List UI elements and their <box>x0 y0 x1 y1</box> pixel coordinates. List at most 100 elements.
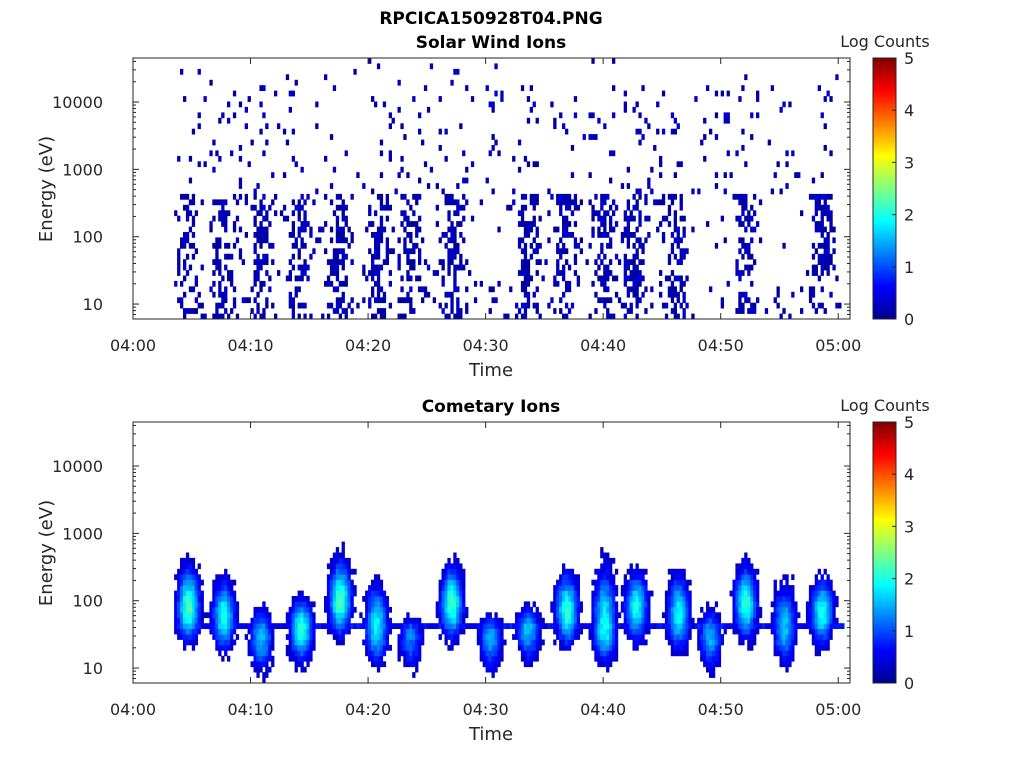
heatmap-cell <box>227 574 231 581</box>
heatmap-cell <box>805 623 810 629</box>
heatmap-cell <box>374 297 378 304</box>
heatmap-cell <box>447 590 451 597</box>
heatmap-cell <box>700 650 704 657</box>
heatmap-cell <box>294 291 298 298</box>
heatmap-cell <box>450 302 454 309</box>
heatmap-cell <box>453 264 457 271</box>
heatmap-cell <box>673 210 677 217</box>
heatmap-cell <box>773 650 777 657</box>
heatmap-cell <box>750 606 754 613</box>
heatmap-cell <box>682 585 686 591</box>
heatmap-cell <box>185 606 190 613</box>
heatmap-cell <box>435 183 439 189</box>
heatmap-cell <box>670 574 675 581</box>
heatmap-cell <box>594 606 598 613</box>
heatmap-cell <box>535 193 539 200</box>
heatmap-cell <box>177 155 181 162</box>
heatmap-cell <box>191 563 196 570</box>
heatmap-cell <box>606 644 610 651</box>
heatmap-cell <box>741 628 745 635</box>
heatmap-cell <box>594 623 598 629</box>
heatmap-cell <box>191 612 196 619</box>
heatmap-cell <box>491 134 495 140</box>
heatmap-cell <box>788 639 792 646</box>
heatmap-cell <box>244 123 248 130</box>
heatmap-cell <box>418 248 422 255</box>
heatmap-cell <box>570 210 575 217</box>
heatmap-cell <box>268 612 272 619</box>
heatmap-cell <box>606 552 610 559</box>
heatmap-cell <box>576 590 580 597</box>
heatmap-cell <box>788 623 792 629</box>
heatmap-cell <box>259 128 263 135</box>
heatmap-cell <box>453 232 457 238</box>
heatmap-cell <box>338 568 342 575</box>
heatmap-cell <box>820 226 824 233</box>
heatmap-cell <box>456 199 460 206</box>
heatmap-cell <box>303 634 307 640</box>
heatmap-cell <box>177 623 181 629</box>
heatmap-cell <box>447 215 451 222</box>
heatmap-cell <box>379 634 384 640</box>
heatmap-cell <box>288 259 292 265</box>
heatmap-cell <box>620 237 625 244</box>
heatmap-cell <box>679 193 683 200</box>
heatmap-cell <box>709 634 713 640</box>
heatmap-cell <box>435 606 439 613</box>
heatmap-cell <box>183 639 187 646</box>
y-tick-label: 1000 <box>62 160 103 179</box>
heatmap-cell <box>194 210 198 217</box>
heatmap-cell <box>232 302 237 309</box>
heatmap-cell <box>814 226 818 233</box>
heatmap-cell <box>338 596 342 602</box>
heatmap-cell <box>412 628 416 635</box>
heatmap-cell <box>820 264 824 271</box>
heatmap-cell <box>732 590 736 597</box>
heatmap-cell <box>288 90 292 97</box>
heatmap-cell <box>329 606 334 613</box>
heatmap-cell <box>447 568 451 575</box>
heatmap-cell <box>309 623 313 629</box>
heatmap-cell <box>823 601 827 608</box>
heatmap-cell <box>324 623 328 629</box>
heatmap-cell <box>371 253 375 260</box>
heatmap-cell <box>376 232 381 238</box>
heatmap-cell <box>735 563 739 570</box>
heatmap-cell <box>559 112 563 119</box>
heatmap-cell <box>329 270 334 276</box>
heatmap-cell <box>453 634 457 640</box>
heatmap-cell <box>403 617 407 624</box>
heatmap-cell <box>567 199 572 206</box>
heatmap-cell <box>814 204 818 211</box>
heatmap-cell <box>456 612 460 619</box>
heatmap-cell <box>371 634 375 640</box>
heatmap-cell <box>641 275 645 282</box>
heatmap-cell <box>353 606 357 613</box>
heatmap-cell <box>371 596 375 602</box>
heatmap-cell <box>388 248 392 255</box>
heatmap-cell <box>594 259 598 265</box>
heatmap-cell <box>591 590 595 597</box>
heatmap-cell <box>776 596 780 602</box>
heatmap-cell <box>379 264 384 271</box>
heatmap-cell <box>312 639 316 646</box>
heatmap-cell <box>670 623 675 629</box>
heatmap-cell <box>553 117 557 124</box>
heatmap-cell <box>700 623 704 629</box>
heatmap-cell <box>218 210 222 217</box>
heatmap-cell <box>603 557 607 564</box>
heatmap-cell <box>291 596 295 602</box>
heatmap-cell <box>397 644 401 651</box>
heatmap-cell <box>188 579 193 586</box>
heatmap-cell <box>750 634 754 640</box>
heatmap-cell <box>294 242 298 249</box>
heatmap-cell <box>306 634 310 640</box>
heatmap-cell <box>183 96 187 102</box>
heatmap-cell <box>491 188 495 195</box>
heatmap-cell <box>673 596 677 602</box>
heatmap-cell <box>717 617 722 624</box>
heatmap-cell <box>679 204 683 211</box>
heatmap-cell <box>212 596 216 602</box>
heatmap-cell <box>265 259 269 265</box>
heatmap-cell <box>567 628 572 635</box>
